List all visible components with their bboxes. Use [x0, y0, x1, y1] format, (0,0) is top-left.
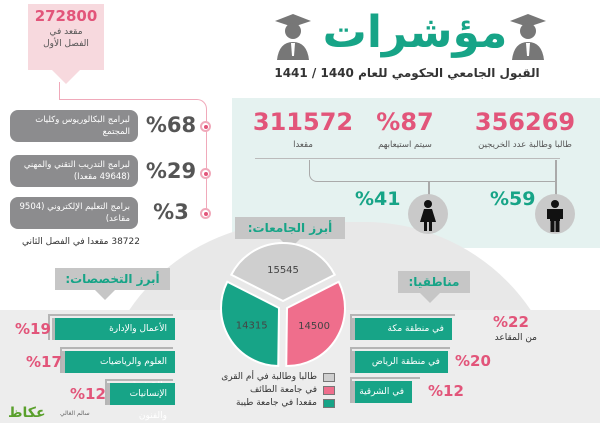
seats-label: مقعدا [293, 140, 313, 150]
region-pct: %20 [455, 352, 491, 370]
tag-arrow [420, 293, 440, 303]
program-pct: %29 [145, 159, 197, 183]
logo: عكاظ [8, 405, 46, 421]
universities-pie-chart: 15545 14500 14315 [220, 242, 346, 368]
regions-heading: مناطقيا: [398, 271, 470, 293]
legend-swatch [323, 385, 335, 395]
legend-item: مقعدا في جامعة طيبة [236, 398, 335, 408]
bar-shadow [350, 314, 455, 340]
connector [59, 82, 60, 100]
seats-value: 311572 [252, 108, 354, 136]
graduate-icon [510, 14, 546, 60]
region-bar: في الشرقية [352, 381, 412, 403]
connector [59, 99, 207, 217]
bar-shadow [48, 314, 173, 340]
legend-label: مقعدا في جامعة طيبة [235, 398, 317, 408]
specialties-heading: أبرز التخصصات: [55, 268, 170, 290]
program-pct: %68 [145, 113, 197, 137]
specialty-bar: الإنسانيات والفنون [107, 383, 175, 421]
program-pct: %3 [153, 200, 189, 224]
absorbed-value: %87 [376, 108, 434, 136]
credit: سالم الغالي [60, 410, 90, 417]
absorbed-label: سيتم استيعابهم [378, 140, 432, 150]
bar-shadow [105, 379, 173, 405]
male-pct: %59 [490, 188, 536, 210]
female-icon [408, 194, 448, 234]
specialty-pct: %17 [26, 353, 62, 371]
program-label: لبرامج التدريب التقني والمهني (49648 مقع… [10, 155, 138, 187]
bar-shadow [350, 347, 450, 373]
first-semester-value: 272800 [34, 7, 98, 25]
graduate-icon [275, 14, 311, 60]
connector [555, 160, 557, 195]
legend-item: طالبا وطالبة في أم القرى [221, 372, 335, 382]
first-semester-box: 272800 مقعد في الفصل الأول [28, 4, 104, 70]
bullet-icon [200, 208, 211, 219]
bar-shadow [350, 377, 420, 403]
universities-heading: أبرز الجامعات: [235, 217, 345, 239]
pie-slice [220, 280, 281, 368]
pink-arrow [52, 70, 80, 84]
bullet-icon [200, 168, 211, 179]
region-bar: في منطقة الرياض [352, 351, 448, 373]
program-label: لبرامج البكالوريوس وكليات المجتمع [10, 110, 138, 142]
pie-slice [229, 242, 337, 303]
pie-slice-label: 14500 [298, 321, 330, 332]
region-pct: %12 [428, 382, 464, 400]
bar-shadow [60, 347, 173, 373]
legend-label: طالبا وطالبة في أم القرى [221, 372, 317, 382]
divider [255, 158, 560, 159]
legend-swatch [323, 372, 335, 382]
legend-item: في جامعة الطائف [250, 385, 335, 395]
second-semester: 38722 مقعدا في الفصل الثاني [22, 237, 140, 247]
region-pct: %22 [493, 313, 529, 331]
graduates-value: 356269 [474, 108, 576, 136]
page-title: مؤشرات [322, 7, 508, 58]
bullet-icon [200, 121, 211, 132]
male-icon [535, 194, 575, 234]
region-note: من المقاعد [494, 333, 537, 343]
tag-arrow [95, 290, 115, 300]
graduates-label: طالبا وطالبة عدد الخريجين [478, 140, 572, 150]
pie-slice-label: 15545 [267, 265, 299, 276]
specialty-pct: %19 [15, 320, 51, 338]
program-label: برامج التعليم الإلكتروني (9504 مقاعد) [10, 197, 138, 229]
female-pct: %41 [355, 188, 401, 210]
first-semester-label: مقعد في الفصل الأول [43, 27, 89, 49]
pie-slice-label: 14315 [236, 321, 268, 332]
specialty-pct: %12 [70, 385, 106, 403]
specialty-bar: الأعمال والإدارة [52, 318, 175, 340]
region-bar: في منطقة مكة [352, 318, 452, 340]
legend-swatch [323, 398, 335, 408]
legend-label: في جامعة الطائف [249, 385, 317, 395]
connector [309, 160, 556, 182]
pie-slice [285, 280, 346, 367]
connector [428, 181, 430, 195]
specialty-bar: العلوم والرياضيات والحوسبة [62, 351, 175, 389]
page-subtitle: القبول الجامعي الحكومي للعام 1440 / 1441 [274, 66, 540, 80]
